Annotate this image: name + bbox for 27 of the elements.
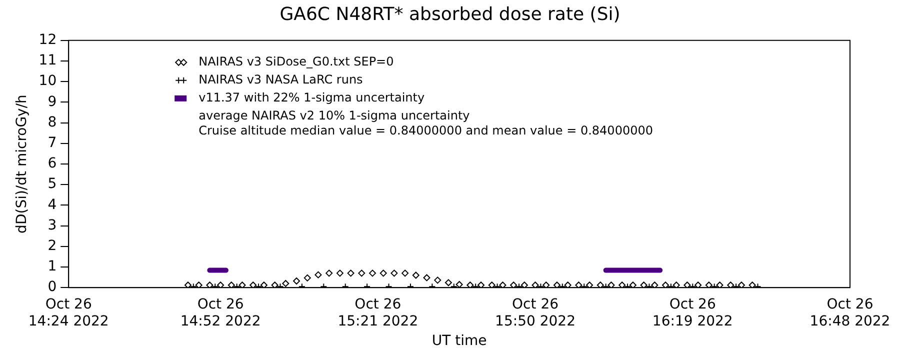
y-tick-label: 9 <box>48 94 57 110</box>
chart-title: GA6C N48RT* absorbed dose rate (Si) <box>278 3 622 27</box>
y-tick-label: 0 <box>48 279 57 296</box>
legend-label: NAIRAS v3 SiDose_G0.txt SEP=0 <box>198 54 394 69</box>
x-tick-label: Oct 26 15:21 2022 <box>338 296 418 330</box>
x-tick-label: Oct 26 16:19 2022 <box>652 296 733 330</box>
y-tick-label: 4 <box>48 196 57 213</box>
y-tick-label: 7 <box>48 135 57 152</box>
x-tick-label: Oct 26 15:50 2022 <box>495 296 576 330</box>
y-tick-label: 1 <box>48 258 57 275</box>
annotation: average NAIRAS v2 10% 1-sigma uncertainty <box>198 108 470 123</box>
x-axis-title: UT time <box>432 333 487 350</box>
annotation: Cruise altitude median value = 0.84000000 and mean value = 0.84000000 <box>198 124 654 138</box>
y-tick-label: 8 <box>48 114 57 130</box>
x-tick-label: Oct 26 16:48 2022 <box>810 296 890 330</box>
y-tick-label: 6 <box>48 156 57 172</box>
legend-label: v11.37 with 22% 1-sigma uncertainty <box>198 90 425 105</box>
y-tick-label: 5 <box>48 176 57 192</box>
y-tick-label: 11 <box>38 52 57 69</box>
y-tick-label: 10 <box>38 73 57 90</box>
y-tick-label: 12 <box>38 32 57 48</box>
y-tick-label: 2 <box>48 238 57 254</box>
y-tick-label: 3 <box>48 217 57 234</box>
legend-label: NAIRAS v3 NASA LaRC runs <box>198 72 363 87</box>
x-tick-label: Oct 26 14:52 2022 <box>180 296 261 330</box>
x-tick-label: Oct 26 14:24 2022 <box>28 296 109 330</box>
y-axis-title: dD(Si)/dt microGy/h <box>14 94 30 234</box>
